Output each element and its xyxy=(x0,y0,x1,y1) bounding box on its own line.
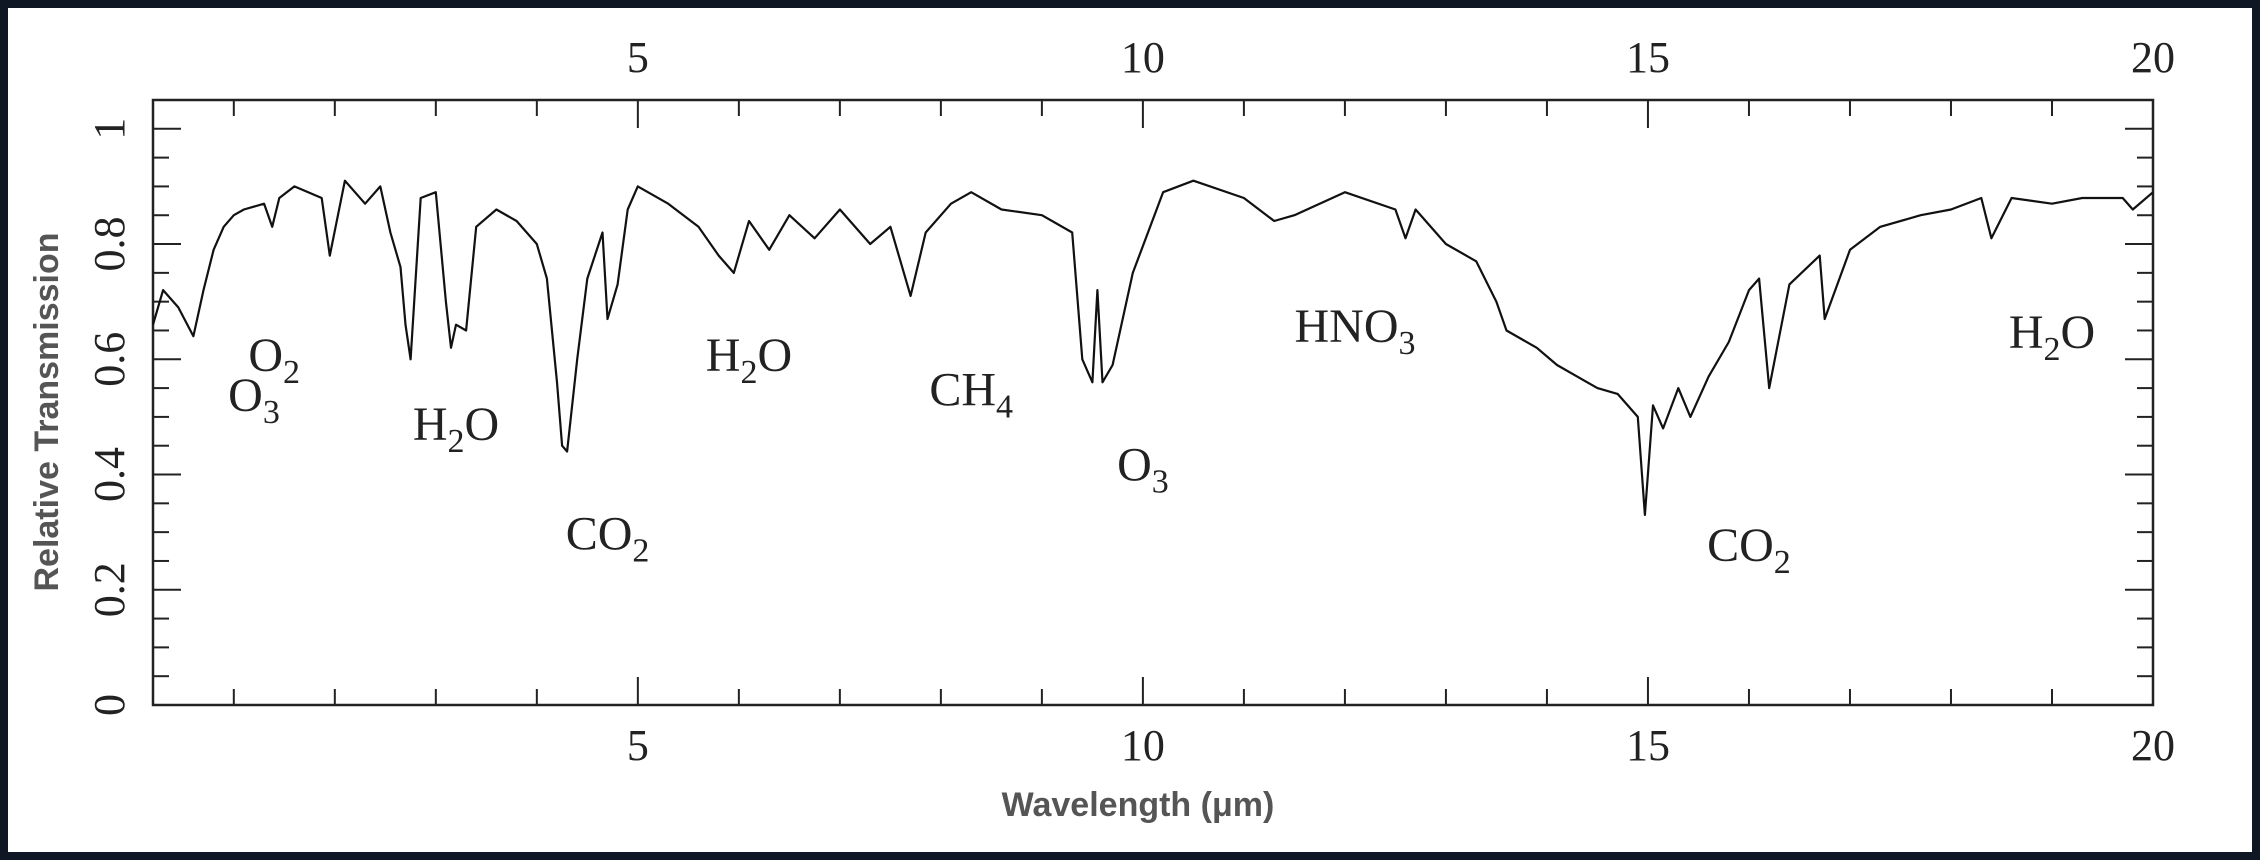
x-tick-label-bottom: 20 xyxy=(2131,721,2175,770)
chart-figure: 5 10 15 20 5 10 15 20 0 0.2 0.4 0.6 0.8 1 O2 O3 H2O CO… xyxy=(8,8,2252,852)
x-tick-label-top: 10 xyxy=(1121,33,1165,82)
annotation-label: CH4 xyxy=(929,363,1013,425)
y-axis-labels: 0 0.2 0.4 0.6 0.8 1 xyxy=(85,118,134,716)
annotation-label: O3 xyxy=(228,369,280,431)
annotation-label: CO2 xyxy=(566,507,650,569)
y-tick-label: 0.8 xyxy=(85,217,134,272)
top-axis-labels: 5 10 15 20 xyxy=(627,33,2175,82)
annotation-label: HNO3 xyxy=(1295,300,1416,362)
x-tick-label-top: 20 xyxy=(2131,33,2175,82)
annotation-label: O2 xyxy=(248,329,300,391)
annotation-label: H2O xyxy=(706,329,792,391)
y-tick-label: 0.2 xyxy=(85,562,134,617)
y-tick-label: 0.4 xyxy=(85,447,134,502)
bottom-axis-labels: 5 10 15 20 xyxy=(627,721,2175,770)
x-tick-label-bottom: 10 xyxy=(1121,721,1165,770)
tick-marks xyxy=(153,100,2154,706)
y-tick-label: 1 xyxy=(85,118,134,140)
x-tick-label-bottom: 5 xyxy=(627,721,649,770)
x-tick-label-top: 5 xyxy=(627,33,649,82)
annotation-label: H2O xyxy=(413,398,499,460)
x-tick-label-bottom: 15 xyxy=(1626,721,1670,770)
x-tick-label-top: 15 xyxy=(1626,33,1670,82)
series-line-transmission xyxy=(151,179,2154,516)
plot-frame xyxy=(151,98,2155,707)
annotation-label: CO2 xyxy=(1707,519,1791,581)
annotation-label: O3 xyxy=(1117,438,1169,500)
y-tick-label: 0 xyxy=(85,694,134,716)
y-tick-label: 0.6 xyxy=(85,332,134,387)
y-axis-title: Relative Transmission xyxy=(28,232,66,591)
x-axis-title: Wavelength (μm) xyxy=(1002,786,1275,824)
annotation-label: H2O xyxy=(2009,306,2095,368)
